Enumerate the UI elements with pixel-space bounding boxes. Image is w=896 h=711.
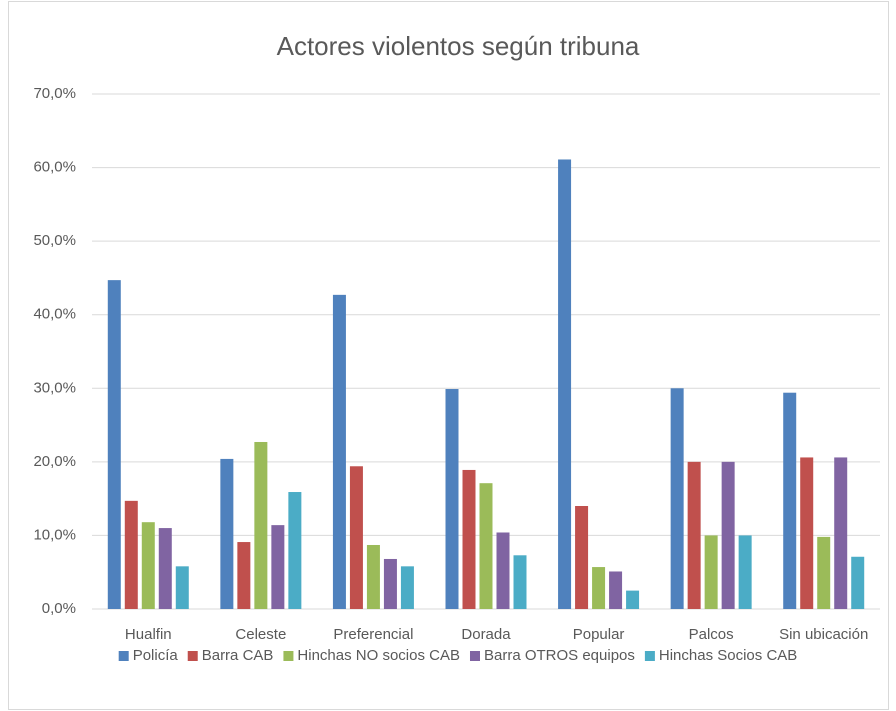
- bar: [366, 544, 380, 609]
- y-tick-label: 60,0%: [33, 159, 76, 176]
- bar: [704, 535, 718, 609]
- legend-swatch: [283, 651, 294, 661]
- legend-label: Barra CAB: [202, 647, 274, 664]
- bar: [220, 458, 234, 609]
- x-tick-label: Celeste: [235, 626, 286, 643]
- bar: [626, 590, 640, 609]
- legend-swatch: [118, 651, 129, 661]
- bar: [575, 506, 589, 609]
- y-tick-label: 40,0%: [33, 306, 76, 323]
- bar: [254, 441, 268, 609]
- bar: [479, 483, 493, 609]
- bar: [158, 528, 172, 609]
- bar: [332, 294, 346, 609]
- bar: [687, 461, 701, 609]
- bar: [175, 566, 189, 609]
- bar: [237, 542, 251, 609]
- bar: [141, 522, 155, 609]
- bar: [124, 500, 138, 609]
- legend-label: Hinchas Socios CAB: [659, 647, 797, 664]
- chart-title: Actores violentos según tribuna: [277, 31, 640, 61]
- y-tick-label: 0,0%: [42, 600, 76, 617]
- bar: [462, 469, 476, 609]
- bar: [609, 571, 623, 609]
- legend-swatch: [644, 651, 655, 661]
- bar: [721, 461, 735, 609]
- legend-label: Hinchas NO socios CAB: [297, 647, 460, 664]
- bar: [513, 555, 527, 609]
- bar: [445, 389, 459, 609]
- bar: [592, 567, 606, 609]
- bar: [400, 566, 414, 609]
- bar: [107, 280, 121, 609]
- x-tick-label: Palcos: [689, 626, 734, 643]
- bar: [800, 457, 814, 609]
- y-tick-label: 30,0%: [33, 379, 76, 396]
- bar: [288, 492, 302, 609]
- bar: [834, 457, 848, 609]
- x-tick-label: Dorada: [461, 626, 511, 643]
- y-tick-label: 70,0%: [33, 85, 76, 102]
- x-tick-label: Hualfin: [125, 626, 172, 643]
- legend-swatch: [469, 651, 480, 661]
- bar: [783, 392, 797, 609]
- legend-label: Barra OTROS equipos: [484, 647, 635, 664]
- bar: [817, 536, 831, 609]
- bar: [738, 535, 752, 609]
- y-tick-label: 50,0%: [33, 232, 76, 249]
- legend-label: Policía: [133, 647, 179, 664]
- bar: [496, 532, 510, 609]
- y-tick-label: 20,0%: [33, 453, 76, 470]
- y-tick-label: 10,0%: [33, 526, 76, 543]
- x-tick-label: Preferencial: [333, 626, 413, 643]
- x-tick-label: Sin ubicación: [779, 626, 868, 643]
- bar: [851, 556, 865, 609]
- bar: [670, 388, 684, 609]
- bar: [349, 466, 363, 609]
- x-tick-label: Popular: [573, 626, 625, 643]
- bar: [383, 558, 397, 609]
- legend-swatch: [187, 651, 198, 661]
- bar: [271, 525, 285, 609]
- bar: [558, 159, 572, 609]
